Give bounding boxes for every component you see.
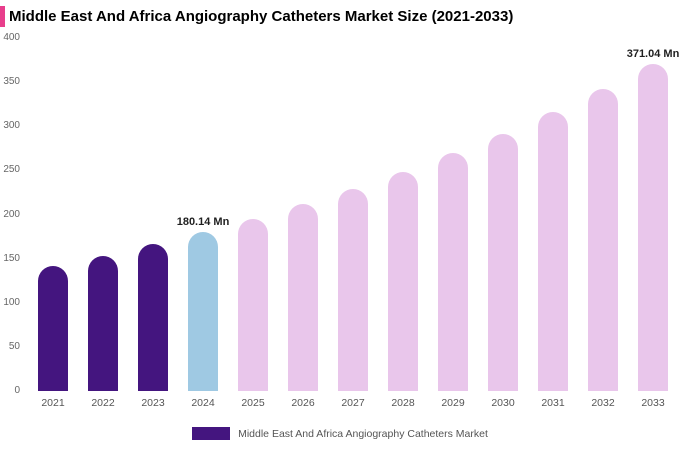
y-tick-100: 100 (3, 296, 20, 308)
bar-2021 (38, 266, 68, 391)
bar-column-2030 (478, 133, 528, 391)
bar-2027 (338, 188, 368, 391)
y-tick-300: 300 (3, 120, 20, 132)
chart-title-row: Middle East And Africa Angiography Cathe… (0, 0, 680, 27)
x-tick-2028: 2028 (391, 397, 415, 409)
x-tick-2033: 2033 (641, 397, 665, 409)
bar-column-2021 (28, 266, 78, 391)
y-tick-150: 150 (3, 252, 20, 264)
x-tick-2029: 2029 (441, 397, 465, 409)
bar-2024 (188, 232, 218, 391)
x-tick-2031: 2031 (541, 397, 565, 409)
x-tick-2023: 2023 (141, 397, 165, 409)
bar-2028 (388, 171, 418, 391)
x-axis-tick-labels: 2021 2022 2023 2024 2025 2026 2027 2028 2029 2030… (28, 397, 678, 409)
chart-legend: Middle East And Africa Angiography Cathe… (0, 427, 680, 440)
bar-2022 (88, 255, 118, 391)
bar-2029 (438, 153, 468, 391)
legend-swatch (192, 427, 231, 440)
bars-area: 180.14 Mn 371.04 Mn (28, 38, 680, 391)
x-tick-2022: 2022 (91, 397, 115, 409)
bar-column-2026 (278, 204, 328, 391)
chart-title: Middle East And Africa Angiography Cathe… (9, 8, 514, 25)
bar-column-2024: 180.14 Mn (176, 216, 230, 391)
bar-2023 (138, 244, 168, 391)
bar-column-2029 (428, 153, 478, 391)
y-tick-200: 200 (3, 208, 20, 220)
y-tick-400: 400 (3, 32, 20, 43)
bar-2030 (488, 133, 518, 391)
x-tick-2032: 2032 (591, 397, 615, 409)
chart-page: Middle East And Africa Angiography Cathe… (0, 0, 680, 440)
bar-chart: 0 50 100 150 200 250 300 350 400 180.14 Mn 371.04… (0, 30, 680, 418)
bar-2025 (238, 218, 268, 391)
title-accent-bar (0, 6, 5, 27)
bar-2032 (588, 88, 618, 391)
bar-column-2023 (128, 244, 178, 391)
y-tick-350: 350 (3, 76, 20, 88)
bar-value-label-2024: 180.14 Mn (176, 216, 230, 229)
bar-2033 (638, 63, 668, 391)
bar-column-2031 (528, 112, 578, 391)
x-tick-2021: 2021 (41, 397, 65, 409)
x-tick-2030: 2030 (491, 397, 515, 409)
y-tick-0: 0 (14, 385, 20, 396)
bar-column-2032 (578, 88, 628, 391)
bar-2031 (538, 112, 568, 391)
bar-column-2028 (378, 171, 428, 391)
bar-column-2025 (228, 218, 278, 391)
y-tick-250: 250 (3, 164, 20, 176)
x-tick-2024: 2024 (191, 397, 215, 409)
bar-column-2022 (78, 255, 128, 391)
bar-value-label-2033: 371.04 Mn (626, 47, 680, 60)
x-tick-2025: 2025 (241, 397, 265, 409)
y-tick-50: 50 (8, 340, 20, 352)
x-tick-2026: 2026 (291, 397, 315, 409)
bar-column-2033: 371.04 Mn (626, 47, 680, 391)
legend-label: Middle East And Africa Angiography Cathe… (238, 427, 488, 440)
bar-column-2027 (328, 188, 378, 391)
x-tick-2027: 2027 (341, 397, 365, 409)
bar-2026 (288, 204, 318, 391)
